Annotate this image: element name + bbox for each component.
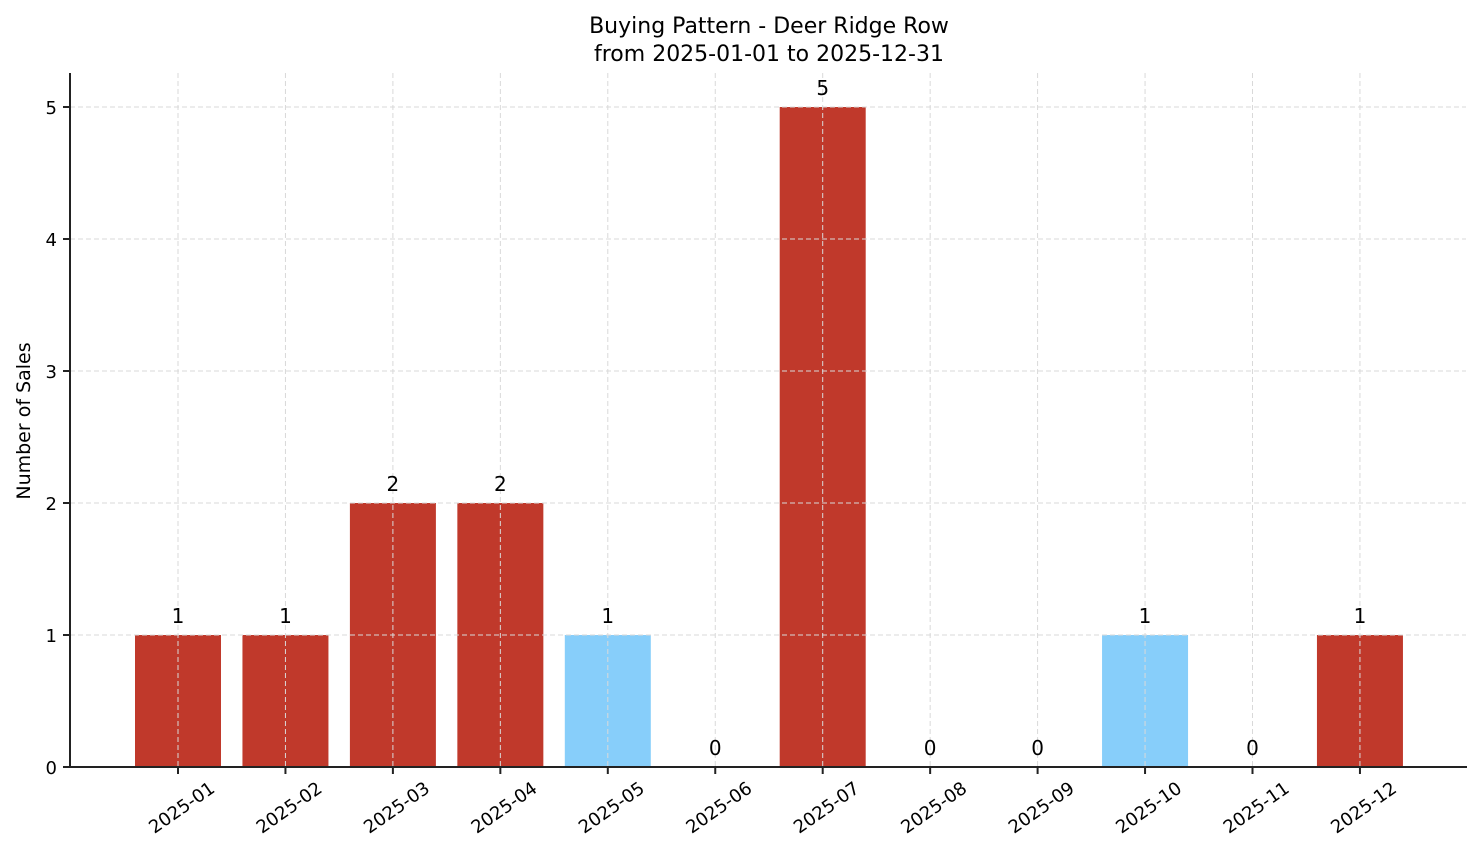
y-axis-label: Number of Sales: [13, 342, 35, 499]
x-tick-label: 2025-04: [468, 778, 542, 838]
x-tick-label: 2025-11: [1220, 778, 1294, 838]
gridlines: [70, 73, 1466, 767]
x-tick-label: 2025-12: [1327, 778, 1401, 838]
bar-value-label: 1: [279, 604, 292, 628]
x-tick-label: 2025-05: [575, 778, 649, 838]
x-tick-label: 2025-01: [145, 778, 219, 838]
bar-value-label: 1: [1139, 604, 1152, 628]
x-tick-label: 2025-02: [253, 778, 327, 838]
bar-value-label: 2: [494, 472, 507, 496]
y-tick-label: 2: [46, 494, 57, 515]
bar-value-label: 0: [1246, 736, 1259, 760]
x-tick-label: 2025-06: [682, 778, 756, 838]
x-tick-label: 2025-03: [360, 778, 434, 838]
x-tick-label: 2025-09: [1005, 778, 1079, 838]
y-tick-label: 3: [46, 362, 57, 383]
chart-subtitle: from 2025-01-01 to 2025-12-31: [594, 42, 944, 67]
x-axis-ticks: 2025-01 2025-02 2025-03 2025-04 2025-05 2025-…: [145, 767, 1401, 838]
y-tick-label: 4: [46, 230, 57, 251]
chart-title: Buying Pattern - Deer Ridge Row: [589, 14, 949, 39]
bar-value-label: 0: [1031, 736, 1044, 760]
y-tick-label: 1: [46, 626, 57, 647]
x-tick-label: 2025-08: [897, 778, 971, 838]
x-tick-label: 2025-07: [790, 778, 864, 838]
bar-value-label: 1: [172, 604, 185, 628]
bars-group: [135, 107, 1403, 767]
x-tick-label: 2025-10: [1112, 778, 1186, 838]
y-tick-label: 5: [46, 98, 57, 119]
bar-value-label: 0: [924, 736, 937, 760]
y-tick-label: 0: [46, 758, 57, 779]
bar-value-label: 5: [816, 76, 829, 100]
bar-value-label: 0: [709, 736, 722, 760]
bar-value-label: 2: [387, 472, 400, 496]
bar-value-label: 1: [601, 604, 614, 628]
y-axis-ticks: 0 1 2 3 4 5: [46, 98, 70, 779]
bar-value-label: 1: [1354, 604, 1367, 628]
